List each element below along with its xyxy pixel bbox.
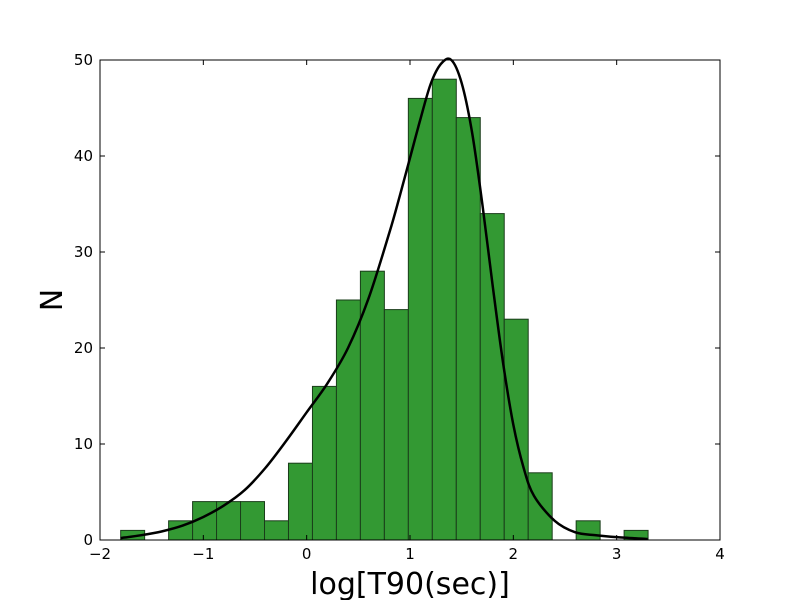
x-tick-label: 1: [405, 545, 415, 563]
histogram-bar: [264, 520, 289, 541]
histogram-bar: [383, 309, 409, 541]
x-tick-label: 3: [612, 545, 622, 563]
x-tick-label: −2: [89, 545, 111, 563]
y-tick-label: 50: [74, 51, 93, 69]
y-axis-label: N: [35, 289, 70, 311]
histogram-bar: [407, 97, 433, 541]
y-tick-label: 30: [74, 243, 93, 261]
x-tick-label: 2: [509, 545, 519, 563]
histogram-bar: [455, 117, 481, 541]
x-tick-label: 0: [302, 545, 312, 563]
y-tick-label: 10: [74, 435, 93, 453]
histogram-bar: [287, 462, 313, 541]
histogram-bar: [479, 213, 505, 541]
x-tick-label: −1: [192, 545, 214, 563]
histogram-bar: [503, 318, 529, 541]
histogram-bar: [335, 299, 361, 541]
y-tick-label: 20: [74, 339, 93, 357]
histogram-bar: [575, 520, 601, 541]
histogram-bar: [431, 78, 457, 541]
histogram-bar: [311, 385, 337, 541]
x-axis-label: log[T90(sec)]: [310, 567, 510, 600]
y-axis-ticks: 0 10 20 30 40 50: [74, 51, 720, 549]
y-tick-label: 0: [83, 531, 93, 549]
x-tick-label: 4: [715, 545, 725, 563]
x-axis-ticks: −2 −1 0 1 2 3 4: [89, 60, 725, 563]
histogram-bar: [240, 501, 266, 541]
y-tick-label: 40: [74, 147, 93, 165]
histogram-bars: [120, 78, 649, 541]
density-curve: [120, 57, 648, 541]
